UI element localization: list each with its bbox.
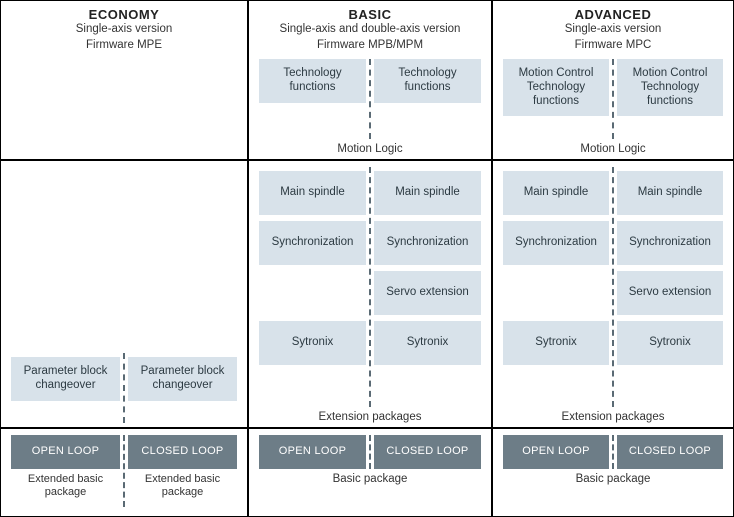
- basic-sub2: Firmware MPB/MPM: [255, 38, 485, 54]
- dash-divider: [369, 59, 371, 139]
- cell-economy-ext: Parameter block changeover Parameter blo…: [0, 160, 248, 428]
- basic-ext-l0: Main spindle: [259, 171, 366, 215]
- advanced-ext-l1: Synchronization: [503, 221, 609, 265]
- basic-row2-caption: Extension packages: [255, 411, 485, 423]
- basic-row3-split: OPEN LOOP CLOSED LOOP: [255, 435, 485, 469]
- basic-title: BASIC: [255, 7, 485, 22]
- basic-tech-right: Technology functions: [374, 59, 481, 103]
- cell-advanced-base: OPEN LOOP CLOSED LOOP Basic package: [492, 428, 734, 517]
- cell-basic-header: BASIC Single-axis and double-axis versio…: [248, 0, 492, 160]
- basic-row1-caption: Motion Logic: [255, 143, 485, 155]
- advanced-row3-caption: Basic package: [499, 473, 727, 485]
- economy-header: ECONOMY Single-axis version Firmware MPE: [7, 7, 241, 53]
- advanced-tech-left: Motion Control Technology functions: [503, 59, 609, 116]
- basic-sub1: Single-axis and double-axis version: [255, 22, 485, 38]
- advanced-tech-right: Motion Control Technology functions: [617, 59, 723, 116]
- basic-row2-split: Main spindle Synchronization Sytronix Ma…: [255, 167, 485, 407]
- basic-ext-l3: Sytronix: [259, 321, 366, 365]
- economy-open-loop: OPEN LOOP: [11, 435, 120, 469]
- economy-sub2: Firmware MPE: [7, 38, 241, 54]
- dash-divider: [612, 167, 614, 407]
- economy-row3-split: OPEN LOOP CLOSED LOOP: [7, 435, 241, 469]
- advanced-sub1: Single-axis version: [499, 22, 727, 38]
- cell-advanced-ext: Main spindle Synchronization Sytronix Ma…: [492, 160, 734, 428]
- basic-ext-r3: Sytronix: [374, 321, 481, 365]
- basic-closed-loop: CLOSED LOOP: [374, 435, 481, 469]
- dash-divider: [369, 435, 371, 469]
- cell-advanced-header: ADVANCED Single-axis version Firmware MP…: [492, 0, 734, 160]
- dash-divider: [369, 167, 371, 407]
- advanced-closed-loop: CLOSED LOOP: [617, 435, 723, 469]
- basic-tech-left: Technology functions: [259, 59, 366, 103]
- cell-economy-base: OPEN LOOP CLOSED LOOP Extended basic pac…: [0, 428, 248, 517]
- advanced-open-loop: OPEN LOOP: [503, 435, 609, 469]
- basic-open-loop: OPEN LOOP: [259, 435, 366, 469]
- economy-cap-right: Extended basic package: [124, 469, 241, 499]
- dash-divider: [612, 59, 614, 139]
- economy-ext-left: Parameter block changeover: [11, 357, 120, 401]
- economy-sub1: Single-axis version: [7, 22, 241, 38]
- advanced-ext-l3: Sytronix: [503, 321, 609, 365]
- economy-title: ECONOMY: [7, 7, 241, 22]
- advanced-row2-split: Main spindle Synchronization Sytronix Ma…: [499, 167, 727, 407]
- economy-closed-loop: CLOSED LOOP: [128, 435, 237, 469]
- advanced-row1-split: Motion Control Technology functions Moti…: [499, 59, 727, 139]
- basic-ext-l1: Synchronization: [259, 221, 366, 265]
- advanced-header: ADVANCED Single-axis version Firmware MP…: [499, 7, 727, 53]
- advanced-title: ADVANCED: [499, 7, 727, 22]
- advanced-row2-caption: Extension packages: [499, 411, 727, 423]
- basic-row1-split: Technology functions Technology function…: [255, 59, 485, 139]
- advanced-sub2: Firmware MPC: [499, 38, 727, 54]
- comparison-grid: ECONOMY Single-axis version Firmware MPE…: [0, 0, 734, 517]
- economy-cap-left: Extended basic package: [7, 469, 124, 499]
- basic-row3-caption: Basic package: [255, 473, 485, 485]
- basic-ext-r0: Main spindle: [374, 171, 481, 215]
- advanced-ext-r2: Servo extension: [617, 271, 723, 315]
- cell-basic-ext: Main spindle Synchronization Sytronix Ma…: [248, 160, 492, 428]
- economy-row3-captions: Extended basic package Extended basic pa…: [7, 469, 241, 499]
- basic-ext-r1: Synchronization: [374, 221, 481, 265]
- economy-row2-split: Parameter block changeover Parameter blo…: [7, 167, 241, 423]
- basic-ext-r2: Servo extension: [374, 271, 481, 315]
- advanced-ext-r3: Sytronix: [617, 321, 723, 365]
- cell-economy-header: ECONOMY Single-axis version Firmware MPE: [0, 0, 248, 160]
- advanced-ext-l0: Main spindle: [503, 171, 609, 215]
- advanced-ext-r0: Main spindle: [617, 171, 723, 215]
- cell-basic-base: OPEN LOOP CLOSED LOOP Basic package: [248, 428, 492, 517]
- dash-divider: [612, 435, 614, 469]
- advanced-ext-r1: Synchronization: [617, 221, 723, 265]
- economy-ext-right: Parameter block changeover: [128, 357, 237, 401]
- advanced-row1-caption: Motion Logic: [499, 143, 727, 155]
- basic-header: BASIC Single-axis and double-axis versio…: [255, 7, 485, 53]
- dash-divider: [123, 353, 125, 423]
- advanced-row3-split: OPEN LOOP CLOSED LOOP: [499, 435, 727, 469]
